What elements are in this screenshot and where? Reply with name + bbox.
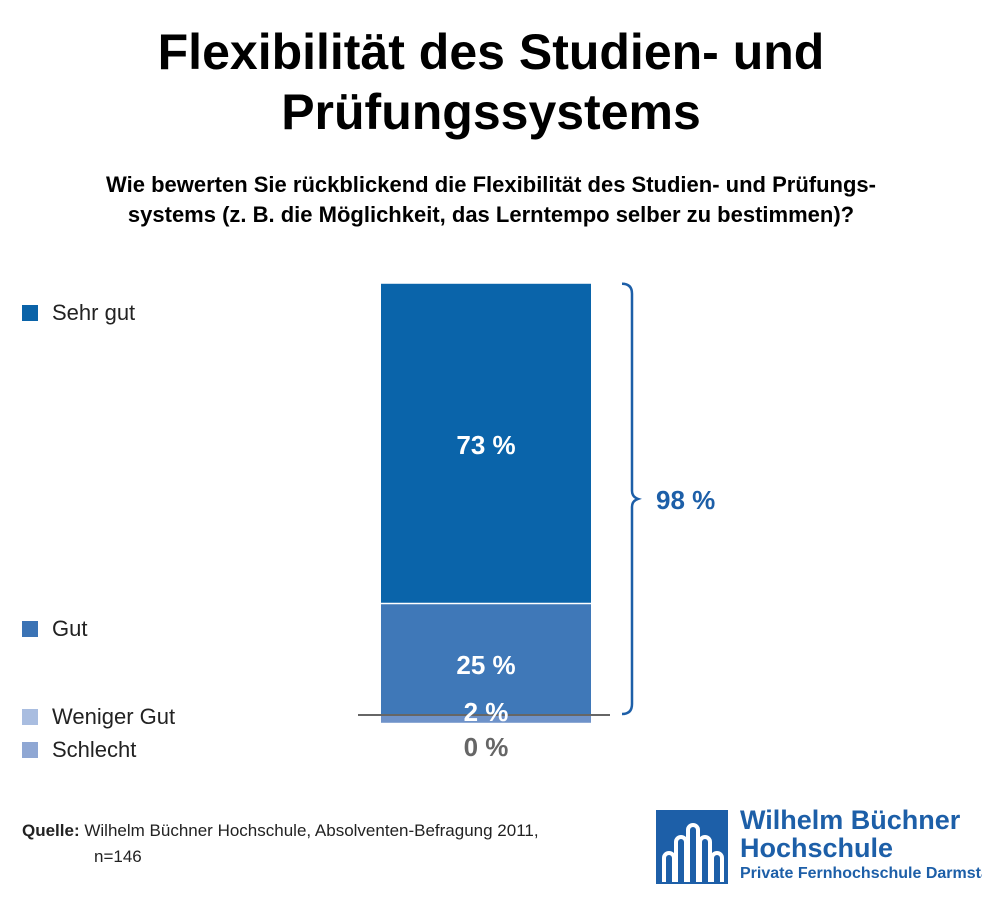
logo-line-1: Wilhelm Büchner <box>740 805 961 835</box>
data-label-schlecht: 0 % <box>464 732 509 762</box>
bar-segment-sehr-gut <box>381 283 591 603</box>
data-label-sehr-gut: 73 % <box>456 430 515 460</box>
legend-swatch <box>22 305 38 321</box>
source-text: Wilhelm Büchner Hochschule, Absolventen-… <box>84 821 539 840</box>
source-note: Quelle: Wilhelm Büchner Hochschule, Abso… <box>22 818 539 870</box>
bar-segment-gut <box>381 604 591 714</box>
logo-line-2: Hochschule <box>740 833 894 863</box>
legend-item-schlecht: Schlecht <box>22 737 136 763</box>
data-label-gut: 25 % <box>456 650 515 680</box>
logo-line-3: Private Fernhochschule Darmstadt <box>740 865 982 882</box>
legend-item-sehr-gut: Sehr gut <box>22 300 135 326</box>
title-line-2: Prüfungssystems <box>281 84 701 140</box>
legend-swatch <box>22 709 38 725</box>
legend-label: Weniger Gut <box>52 704 176 729</box>
legend-swatch <box>22 621 38 637</box>
stacked-bar-chart: 73 % 25 % 2 % 0 % 98 % <box>358 282 715 762</box>
data-label-weniger-gut: 2 % <box>464 697 509 727</box>
bar-segment-weniger-gut <box>381 714 591 723</box>
subtitle-line-1: Wie bewerten Sie rückblickend die Flexib… <box>106 172 876 197</box>
source-label: Quelle: <box>22 821 80 840</box>
chart-title: Flexibilität des Studien- und Prüfungssy… <box>0 22 982 142</box>
bracket-total <box>621 282 642 716</box>
subtitle-line-2: systems (z. B. die Möglichkeit, das Lern… <box>127 202 855 227</box>
legend-item-weniger-gut: Weniger Gut <box>22 704 175 730</box>
legend-label: Gut <box>52 616 88 641</box>
bracket-label: 98 % <box>656 485 715 515</box>
sample-size: n=146 <box>94 847 142 866</box>
university-logo: Wilhelm Büchner Hochschule Private Fernh… <box>656 806 982 890</box>
legend-item-gut: Gut <box>22 616 87 642</box>
legend-swatch <box>22 742 38 758</box>
title-line-1: Flexibilität des Studien- und <box>157 24 825 80</box>
logo-emblem-icon <box>656 810 728 884</box>
legend-label: Sehr gut <box>52 300 136 325</box>
legend-label: Schlecht <box>52 737 137 762</box>
chart-subtitle: Wie bewerten Sie rückblickend die Flexib… <box>0 170 982 230</box>
